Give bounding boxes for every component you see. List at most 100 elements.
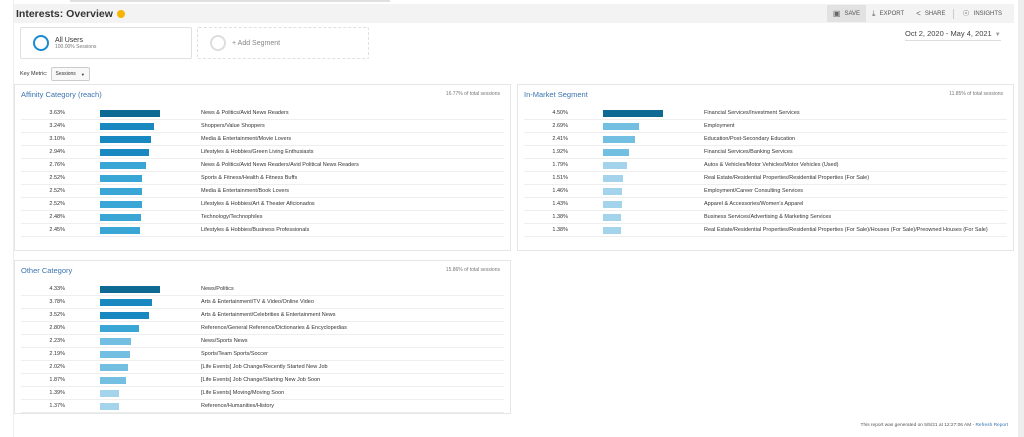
save-label: SAVE: [844, 10, 861, 17]
bar-track: [65, 337, 151, 345]
row-percent: 1.39%: [49, 390, 65, 396]
date-range-text: Oct 2, 2020 - May 4, 2021: [905, 29, 992, 38]
row-label[interactable]: Lifestyles & Hobbies/Green Living Enthus…: [201, 148, 314, 155]
key-metric-select[interactable]: Sessions ▼: [50, 67, 90, 81]
export-button[interactable]: ⤓ EXPORT: [866, 5, 910, 22]
row-label[interactable]: News/Sports News: [201, 337, 248, 344]
bar-track: [65, 109, 160, 117]
row-label[interactable]: Education/Post-Secondary Education: [704, 135, 796, 142]
table-row: 3.63% News & Politics/Avid News Readers: [21, 107, 504, 120]
row-label[interactable]: [Life Events] Moving/Moving Soon: [201, 389, 285, 396]
add-segment-button[interactable]: + Add Segment: [197, 27, 369, 59]
panel-total: 16.77% of total sessions: [445, 91, 500, 97]
row-bar: [100, 402, 119, 410]
in-market-panel: In-Market Segment 11.85% of total sessio…: [517, 84, 1014, 251]
bar-track: [568, 213, 654, 221]
row-bar: [603, 122, 639, 130]
panel-rows: 3.63% News & Politics/Avid News Readers 3.…: [21, 107, 504, 237]
row-label[interactable]: Employment/Career Consulting Services: [704, 187, 804, 194]
row-label[interactable]: Apparel & Accessories/Women's Apparel: [704, 200, 804, 207]
row-label[interactable]: Arts & Entertainment/TV & Video/Online V…: [201, 298, 314, 305]
refresh-report-link[interactable]: Refresh Report: [975, 423, 1008, 428]
row-percent: 2.48%: [49, 214, 65, 220]
bar-track: [65, 148, 151, 156]
toolbar-divider: [953, 8, 955, 19]
segment-all-users[interactable]: All Users 100.00% Sessions: [20, 27, 192, 59]
table-row: 1.37% Reference/Humanities/History: [21, 400, 504, 413]
bar-track: [65, 122, 154, 130]
row-label[interactable]: Technology/Technophiles: [201, 213, 263, 220]
panel-rows: 4.33% News/Politics 3.78% Arts & Entertainm…: [21, 283, 504, 413]
bar-track: [65, 402, 151, 410]
row-label[interactable]: [Life Events] Job Change/Starting New Jo…: [201, 376, 321, 383]
row-label[interactable]: Financial Services/Investment Services: [704, 109, 800, 116]
row-label[interactable]: News/Politics: [201, 285, 234, 292]
bar-track: [65, 174, 151, 182]
row-bar: [100, 389, 120, 397]
row-label[interactable]: Media & Entertainment/Book Lovers: [201, 187, 290, 194]
share-button[interactable]: < SHARE: [910, 5, 951, 22]
row-percent: 1.92%: [552, 149, 568, 155]
table-row: 2.52% Sports & Fitness/Health & Fitness B…: [21, 172, 504, 185]
row-percent: 1.87%: [49, 377, 65, 383]
row-percent: 1.37%: [49, 403, 65, 409]
panel-rows: 4.50% Financial Services/Investment Servi…: [524, 107, 1007, 237]
page-title: Interests: Overview: [16, 7, 113, 20]
table-row: 1.87% [Life Events] Job Change/Starting N…: [21, 374, 504, 387]
row-label[interactable]: Reference/General Reference/Dictionaries…: [201, 324, 347, 331]
bar-track: [65, 389, 151, 397]
bar-track: [568, 161, 654, 169]
table-row: 3.78% Arts & Entertainment/TV & Video/Onl…: [21, 296, 504, 309]
report-footer: This report was generated on 5/5/21 at 1…: [861, 423, 1008, 428]
panel-title[interactable]: In-Market Segment: [524, 90, 588, 99]
row-percent: 3.24%: [49, 123, 65, 129]
row-bar: [100, 213, 141, 221]
row-percent: 3.10%: [49, 136, 65, 142]
key-metric-value: Sessions: [55, 71, 76, 77]
row-percent: 1.38%: [552, 214, 568, 220]
row-label[interactable]: Shoppers/Value Shoppers: [201, 122, 265, 129]
row-label[interactable]: Employment: [704, 122, 735, 129]
row-bar: [100, 122, 154, 130]
table-row: 2.94% Lifestyles & Hobbies/Green Living E…: [21, 146, 504, 159]
row-bar: [603, 226, 622, 234]
panel-title[interactable]: Affinity Category (reach): [21, 90, 102, 99]
row-label[interactable]: News & Politics/Avid News Readers/Avid P…: [201, 161, 359, 168]
save-button[interactable]: ▣ SAVE: [826, 5, 867, 22]
bar-track: [65, 298, 153, 306]
table-row: 2.52% Media & Entertainment/Book Lovers: [21, 185, 504, 198]
date-range-picker[interactable]: Oct 2, 2020 - May 4, 2021 ▼: [905, 29, 1001, 41]
row-percent: 2.41%: [552, 136, 568, 142]
row-label[interactable]: [Life Events] Job Change/Recently Starte…: [201, 363, 328, 370]
affinity-panel: Affinity Category (reach) 16.77% of tota…: [14, 84, 511, 251]
table-row: 3.10% Media & Entertainment/Movie Lovers: [21, 133, 504, 146]
row-percent: 3.52%: [49, 312, 65, 318]
row-label[interactable]: News & Politics/Avid News Readers: [201, 109, 289, 116]
row-bar: [100, 376, 126, 384]
insights-button[interactable]: ☉ INSIGHTS: [956, 5, 1008, 22]
bar-track: [65, 135, 152, 143]
row-label[interactable]: Reference/Humanities/History: [201, 402, 275, 409]
row-label[interactable]: Media & Entertainment/Movie Lovers: [201, 135, 292, 142]
row-label[interactable]: Real Estate/Residential Properties/Resid…: [704, 226, 988, 233]
row-bar: [100, 298, 153, 306]
row-label[interactable]: Lifestyles & Hobbies/Business Profession…: [201, 226, 310, 233]
row-percent: 1.79%: [552, 162, 568, 168]
top-divider: [70, 0, 390, 2]
panel-title[interactable]: Other Category: [21, 266, 73, 275]
insights-icon: ☉: [962, 9, 970, 18]
row-label[interactable]: Financial Services/Banking Services: [704, 148, 793, 155]
row-label[interactable]: Lifestyles & Hobbies/Art & Theater Afici…: [201, 200, 315, 207]
row-label[interactable]: Autos & Vehicles/Motor Vehicles/Motor Ve…: [704, 161, 839, 168]
row-label[interactable]: Business Services/Advertising & Marketin…: [704, 213, 832, 220]
panel-total: 11.85% of total sessions: [949, 91, 1003, 97]
row-label[interactable]: Arts & Entertainment/Celebrities & Enter…: [201, 311, 336, 318]
row-label[interactable]: Sports/Team Sports/Soccer: [201, 350, 268, 357]
row-label[interactable]: Sports & Fitness/Health & Fitness Buffs: [201, 174, 298, 181]
row-percent: 4.33%: [49, 286, 65, 292]
export-label: EXPORT: [879, 10, 905, 17]
bar-track: [65, 161, 151, 169]
scrollbar[interactable]: [1018, 0, 1024, 437]
row-label[interactable]: Real Estate/Residential Properties/Resid…: [704, 174, 870, 181]
key-metric-label: Key Metric:: [20, 71, 48, 77]
